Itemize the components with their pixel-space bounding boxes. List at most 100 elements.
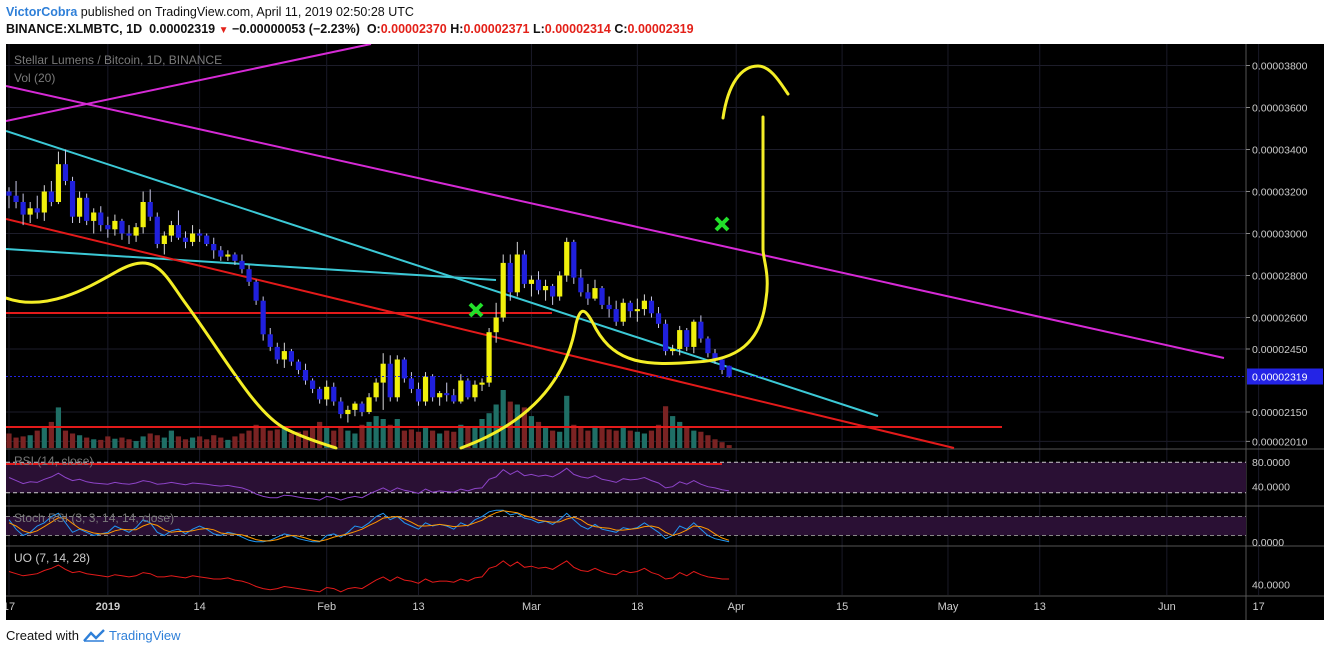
candle-body [705, 338, 711, 354]
candle-body [634, 309, 640, 312]
volume-bar [133, 441, 139, 448]
volume-bar [670, 416, 676, 448]
volume-bar [295, 431, 302, 448]
close-value: 0.00002319 [627, 22, 694, 36]
price-tick-label: 0.00003600 [1252, 103, 1308, 115]
candle-body [486, 332, 492, 383]
time-tick-label: 14 [193, 601, 205, 613]
candle-body [500, 262, 506, 318]
volume-bar [69, 433, 76, 448]
volume-bar [585, 430, 591, 448]
candle-body [415, 388, 422, 402]
candle-body [578, 277, 584, 293]
published-text: published on TradingView.com, April 11, … [77, 5, 414, 19]
volume-bar [458, 424, 464, 448]
rsi-band [6, 462, 1246, 493]
time-tick-label: Mar [522, 601, 541, 613]
volume-bar [34, 430, 40, 448]
rsi-tick-label: 40.0000 [1252, 482, 1290, 494]
price-tick-label: 0.00002450 [1252, 344, 1308, 356]
volume-bar [62, 430, 69, 448]
candle-body [514, 254, 520, 293]
candle-body [528, 279, 535, 284]
volume-bar [260, 427, 266, 448]
candle-body [684, 330, 690, 347]
candle-body [387, 363, 393, 398]
volume-bar [253, 424, 259, 448]
candle-body [564, 241, 570, 276]
candle-body [77, 197, 83, 217]
volume-bar [13, 437, 19, 448]
price-tick-label: 0.00003000 [1252, 229, 1308, 241]
candle-body [352, 403, 358, 410]
green-x-marker [468, 302, 484, 318]
rsi-tick-label: 80.0000 [1252, 457, 1290, 469]
volume-bar [98, 439, 104, 448]
candle-body [204, 235, 210, 244]
volume-bar [366, 421, 372, 448]
price-tick-label: 0.00002010 [1252, 436, 1308, 448]
candle-body [302, 370, 309, 381]
candle-body [338, 401, 344, 415]
volume-bar [578, 427, 584, 448]
volume-bar [218, 437, 224, 448]
candle-body [719, 359, 725, 370]
candle-body [472, 384, 478, 398]
volume-bar [401, 430, 407, 448]
high-value: 0.00002371 [463, 22, 530, 36]
last-price: 0.00002319 [149, 22, 216, 36]
stoch-tick-label: 0.0000 [1252, 537, 1284, 549]
candle-body [161, 235, 167, 244]
volume-bar [557, 431, 563, 448]
candle-body [253, 281, 259, 301]
volume-bar [6, 433, 12, 448]
volume-bar [77, 435, 83, 448]
candle-body [493, 317, 499, 333]
candle-body [430, 376, 436, 398]
volume-bar [620, 427, 626, 448]
time-tick-label: 17 [6, 601, 15, 613]
volume-bar [105, 436, 111, 448]
time-tick-label: 17 [1252, 601, 1264, 613]
candle-body [6, 191, 12, 196]
candle-body [408, 378, 415, 389]
volume-bar [168, 430, 174, 448]
author-link[interactable]: VictorCobra [6, 5, 78, 19]
yellow-drawn-projection [4, 64, 790, 450]
tradingview-brand-link[interactable]: TradingView [108, 628, 181, 643]
volume-bar [27, 435, 33, 448]
volume-bar [542, 427, 549, 448]
low-label: L: [532, 22, 545, 36]
volume-bar [408, 429, 415, 448]
red-trendline [5, 218, 955, 449]
main-chart-title: Stellar Lumens / Bitcoin, 1D, BINANCE [14, 53, 222, 67]
volume-bar [309, 427, 316, 448]
price-tick-label: 0.00002600 [1252, 313, 1308, 325]
candle-body [677, 330, 683, 349]
price-tick-label: 0.00002800 [1252, 271, 1308, 283]
volume-bar [154, 435, 160, 448]
volume-bar [232, 436, 238, 448]
candle-body [670, 349, 676, 352]
candle-body [557, 275, 563, 297]
chart-svg[interactable]: Stellar Lumens / Bitcoin, 1D, BINANCE Vol… [3, 43, 1324, 620]
candle-body [133, 227, 139, 236]
created-with-text: Created with [6, 628, 79, 643]
volume-bar [592, 425, 598, 448]
candle-body [105, 225, 111, 230]
rsi-legend: RSI (14, close) [14, 454, 93, 468]
candle-body [521, 254, 527, 284]
candle-body [69, 181, 76, 217]
candle-body [324, 386, 330, 400]
volume-bar [627, 430, 633, 448]
time-tick-label: 13 [1034, 601, 1046, 613]
volume-bar [359, 424, 365, 448]
candle-body [20, 202, 26, 215]
chart-area[interactable]: Stellar Lumens / Bitcoin, 1D, BINANCE Vol… [3, 43, 1324, 620]
green-x-stroke [714, 216, 730, 232]
volume-bar [380, 419, 386, 448]
volume-bar [211, 435, 217, 448]
candle-body [295, 361, 302, 370]
volume-bar [677, 421, 683, 448]
symbol-line: BINANCE:XLMBTC, 1D 0.00002319 ▼ −0.00000… [6, 21, 694, 39]
